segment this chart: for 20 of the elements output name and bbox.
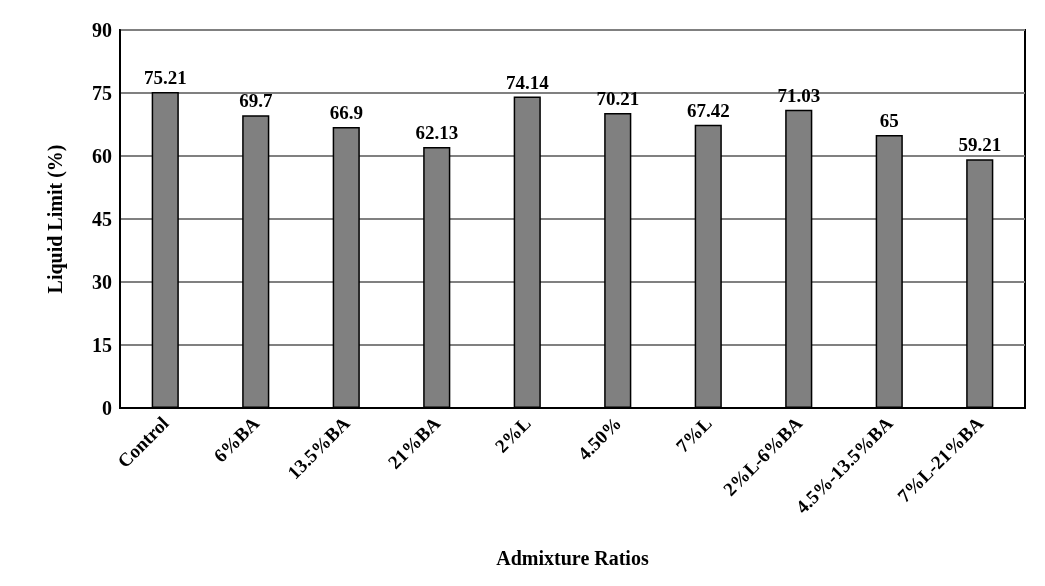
y-tick-label: 45 [92, 208, 112, 230]
y-tick-label: 90 [92, 19, 112, 41]
x-tick-label: 7%L [671, 412, 716, 457]
data-label: 59.21 [958, 134, 1002, 156]
data-label: 69.7 [239, 90, 273, 112]
x-axis-title: Admixture Ratios [496, 547, 649, 569]
data-label: 67.42 [686, 99, 730, 121]
data-label: 65 [879, 110, 899, 131]
data-label: 70.21 [596, 88, 640, 110]
data-label: 66.9 [329, 102, 363, 124]
y-axis-title: Liquid Limit (%) [44, 144, 67, 294]
data-label: 75.21 [143, 67, 187, 89]
y-tick-label: 75 [92, 82, 112, 104]
data-label: 62.13 [415, 122, 459, 144]
y-tick-label: 60 [92, 145, 112, 167]
y-tick-label: 30 [92, 271, 112, 293]
y-tick-label: 15 [92, 334, 112, 356]
data-label: 74.14 [505, 71, 550, 93]
data-label: 71.03 [777, 84, 821, 106]
y-tick-label: 0 [102, 397, 112, 419]
